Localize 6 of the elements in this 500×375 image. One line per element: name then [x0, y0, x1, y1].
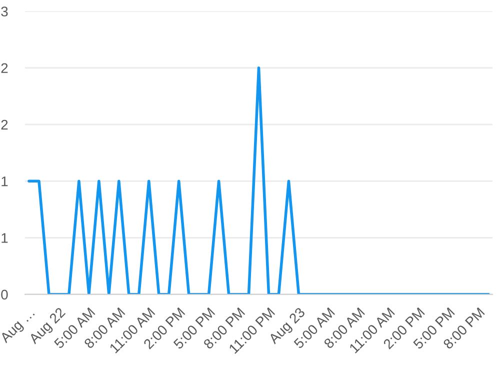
y-tick-label: 1 — [2, 233, 8, 243]
y-tick-label: 2 — [1, 63, 8, 73]
y-tick-label: 0 — [1, 290, 8, 300]
y-tick-label: 1 — [2, 176, 8, 186]
y-tick-label: 2 — [1, 120, 8, 130]
y-tick-label: 3 — [1, 6, 8, 16]
